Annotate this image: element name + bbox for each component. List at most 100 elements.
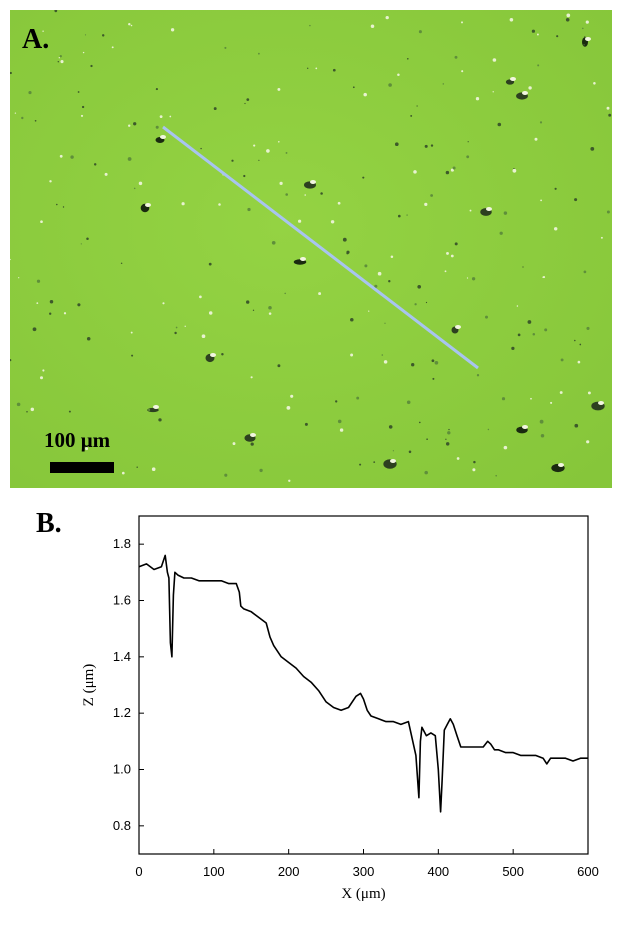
speck [30, 407, 35, 412]
speck [560, 358, 564, 362]
speck [36, 279, 41, 283]
speck [279, 181, 283, 186]
speck [550, 401, 553, 404]
speck [495, 474, 498, 477]
speck [111, 46, 114, 49]
speck [278, 141, 280, 143]
speck [320, 192, 323, 195]
speck [335, 400, 338, 403]
speck [309, 24, 311, 27]
speck [359, 463, 362, 466]
speck [28, 91, 32, 95]
scale-bar [50, 462, 114, 473]
speck [606, 106, 610, 110]
speck [86, 337, 91, 341]
speck [452, 166, 456, 170]
speck [390, 255, 394, 259]
speck [49, 180, 52, 183]
speck [586, 326, 590, 330]
speck [90, 64, 93, 68]
speck [476, 374, 480, 377]
speck [566, 13, 571, 18]
speck [532, 332, 536, 336]
speck [471, 277, 476, 281]
speck [184, 325, 186, 327]
speck [330, 220, 335, 224]
speck [151, 467, 156, 472]
speck [70, 155, 74, 159]
particle-highlight [585, 37, 591, 41]
speck [534, 137, 538, 141]
speck [574, 339, 576, 342]
speck [10, 358, 12, 362]
x-tick-label: 300 [353, 864, 375, 879]
speck [539, 121, 543, 124]
particle-highlight [598, 401, 604, 405]
speck [253, 144, 256, 147]
speck [556, 35, 559, 38]
speck [147, 408, 151, 412]
speck [271, 240, 276, 245]
speck [425, 301, 428, 304]
speck [475, 97, 480, 101]
speck [544, 328, 548, 332]
speck [49, 299, 54, 304]
speck [133, 187, 136, 190]
speck [162, 302, 165, 305]
speck [559, 391, 563, 394]
speck [377, 271, 382, 276]
speck [224, 473, 228, 477]
speck [288, 479, 291, 482]
micrograph-svg [10, 10, 612, 488]
speck [285, 193, 289, 196]
speck [394, 142, 399, 147]
speck [553, 227, 558, 231]
speck [10, 71, 12, 75]
speck [10, 258, 11, 261]
speck [332, 68, 336, 72]
speck [80, 243, 82, 245]
speck [413, 170, 417, 174]
speck [454, 55, 458, 59]
speck [130, 24, 133, 27]
speck [285, 151, 288, 154]
speck [408, 450, 412, 454]
speck [450, 168, 454, 172]
speck [485, 315, 488, 319]
speck [307, 67, 309, 69]
speck [586, 440, 590, 444]
speck [364, 264, 368, 268]
speck [155, 88, 158, 91]
speck [42, 369, 45, 372]
speck [424, 202, 428, 207]
speck [346, 250, 350, 254]
speck [339, 428, 344, 432]
speck [411, 363, 415, 367]
micrograph-background [10, 10, 612, 488]
speck [430, 194, 433, 197]
speck [208, 311, 213, 315]
speck [57, 60, 60, 63]
speck [430, 144, 434, 147]
speck [531, 29, 536, 33]
y-tick-label: 1.8 [113, 536, 131, 551]
speck [527, 320, 532, 324]
speck [42, 30, 44, 32]
particle-highlight [153, 405, 159, 409]
speck [68, 410, 71, 413]
profile-line [162, 125, 479, 370]
speck [298, 219, 302, 223]
speck [517, 333, 521, 337]
speck [540, 199, 543, 202]
speck [181, 202, 185, 206]
speck [80, 114, 84, 117]
speck [434, 360, 439, 365]
micrograph-image: A. 100 μm [10, 10, 612, 488]
speck [528, 86, 532, 90]
speck [381, 354, 384, 356]
speck [388, 280, 391, 283]
speck [431, 359, 435, 363]
scale-bar-label: 100 μm [44, 428, 111, 452]
speck [60, 60, 64, 64]
speck [509, 18, 514, 22]
